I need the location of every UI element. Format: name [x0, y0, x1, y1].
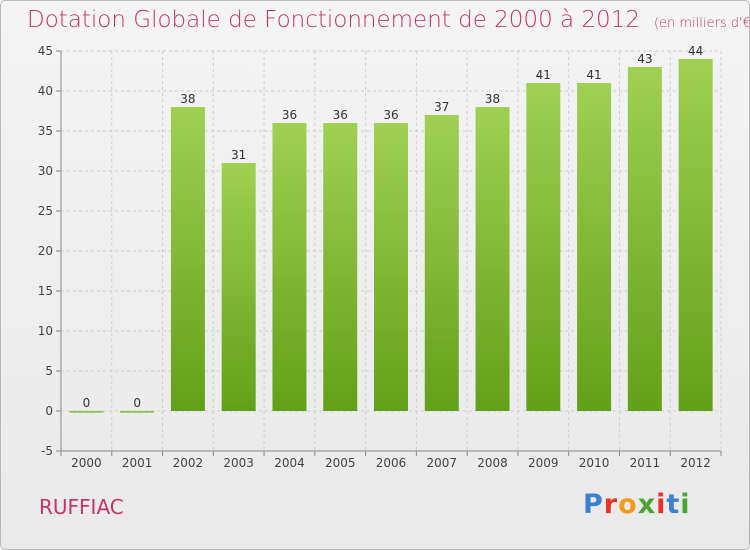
x-tick-label-2009: 2009 [528, 456, 559, 470]
logo-letter: i [680, 489, 691, 520]
chart-title: Dotation Globale de Fonctionnement de 20… [27, 7, 750, 33]
proxiti-logo[interactable]: Proxiti [583, 489, 691, 520]
logo-letter: P [583, 489, 604, 520]
bar-layer [69, 59, 713, 413]
commune-name: RUFFIAC [39, 495, 124, 519]
bar-2007 [424, 115, 459, 411]
data-label-2011: 43 [637, 52, 652, 66]
chart-subtitle: (en milliers d'€) [653, 16, 750, 31]
logo-letter: i [656, 489, 667, 520]
data-label-2002: 38 [180, 92, 195, 106]
y-tick-label: 25 [38, 204, 53, 218]
y-tick-label: 45 [38, 44, 53, 58]
bar-2010 [577, 83, 612, 411]
y-tick-label: 10 [38, 324, 53, 338]
data-label-2000: 0 [83, 396, 91, 410]
y-tick-label: 40 [38, 84, 53, 98]
data-label-2010: 41 [586, 68, 601, 82]
x-tick-label-2012: 2012 [680, 456, 711, 470]
x-tick-label-2000: 2000 [71, 456, 102, 470]
bar-2008 [475, 107, 510, 411]
data-label-2009: 41 [536, 68, 551, 82]
bar-2006 [374, 123, 408, 411]
y-tick-label: 20 [38, 244, 53, 258]
x-tick-label-2005: 2005 [325, 456, 356, 470]
chart-title-text: Dotation Globale de Fonctionnement de 20… [27, 7, 640, 33]
x-tick-label-2003: 2003 [223, 456, 254, 470]
y-tick-label: 15 [38, 284, 53, 298]
data-label-2007: 37 [434, 100, 449, 114]
x-tick-label-2006: 2006 [376, 456, 407, 470]
x-tick-label-2004: 2004 [274, 456, 305, 470]
logo-letter: t [666, 489, 681, 520]
x-tick-label-2001: 2001 [122, 456, 153, 470]
axis-layer: -5 0 5 10 15 20 25 30 35 40 45 [38, 44, 722, 458]
x-tick-label-2002: 2002 [173, 456, 204, 470]
data-label-2008: 38 [485, 92, 500, 106]
bar-2003 [221, 163, 256, 411]
y-tick-label: 30 [38, 164, 53, 178]
y-tick-label: -5 [41, 444, 53, 458]
bar-2009 [526, 83, 561, 411]
data-label-2004: 36 [282, 108, 297, 122]
x-tick-label-2008: 2008 [477, 456, 508, 470]
data-label-2005: 36 [333, 108, 348, 122]
y-tick-label: 5 [45, 364, 53, 378]
bar-2005 [323, 123, 358, 411]
x-tick-label-2010: 2010 [579, 456, 610, 470]
label-layer: 0 2000 0 2001 38 2002 31 2003 36 2004 36 2005 36 2006… [71, 44, 711, 470]
data-label-2003: 31 [231, 148, 246, 162]
y-tick-label: 35 [38, 124, 53, 138]
data-label-2012: 44 [688, 44, 703, 58]
logo-letter: x [637, 489, 657, 520]
logo-letter: r [603, 489, 619, 520]
bar-2011 [627, 67, 662, 411]
x-tick-label-2007: 2007 [426, 456, 457, 470]
bar-2001 [120, 411, 155, 413]
y-tick-label: 0 [45, 404, 53, 418]
x-tick-label-2011: 2011 [630, 456, 661, 470]
bar-2004 [272, 123, 307, 411]
data-label-2001: 0 [133, 396, 141, 410]
bar-2002 [170, 107, 205, 411]
logo-letter: o [618, 489, 638, 520]
bar-2000 [69, 411, 104, 413]
bar-2012 [678, 59, 713, 411]
data-label-2006: 36 [383, 108, 398, 122]
